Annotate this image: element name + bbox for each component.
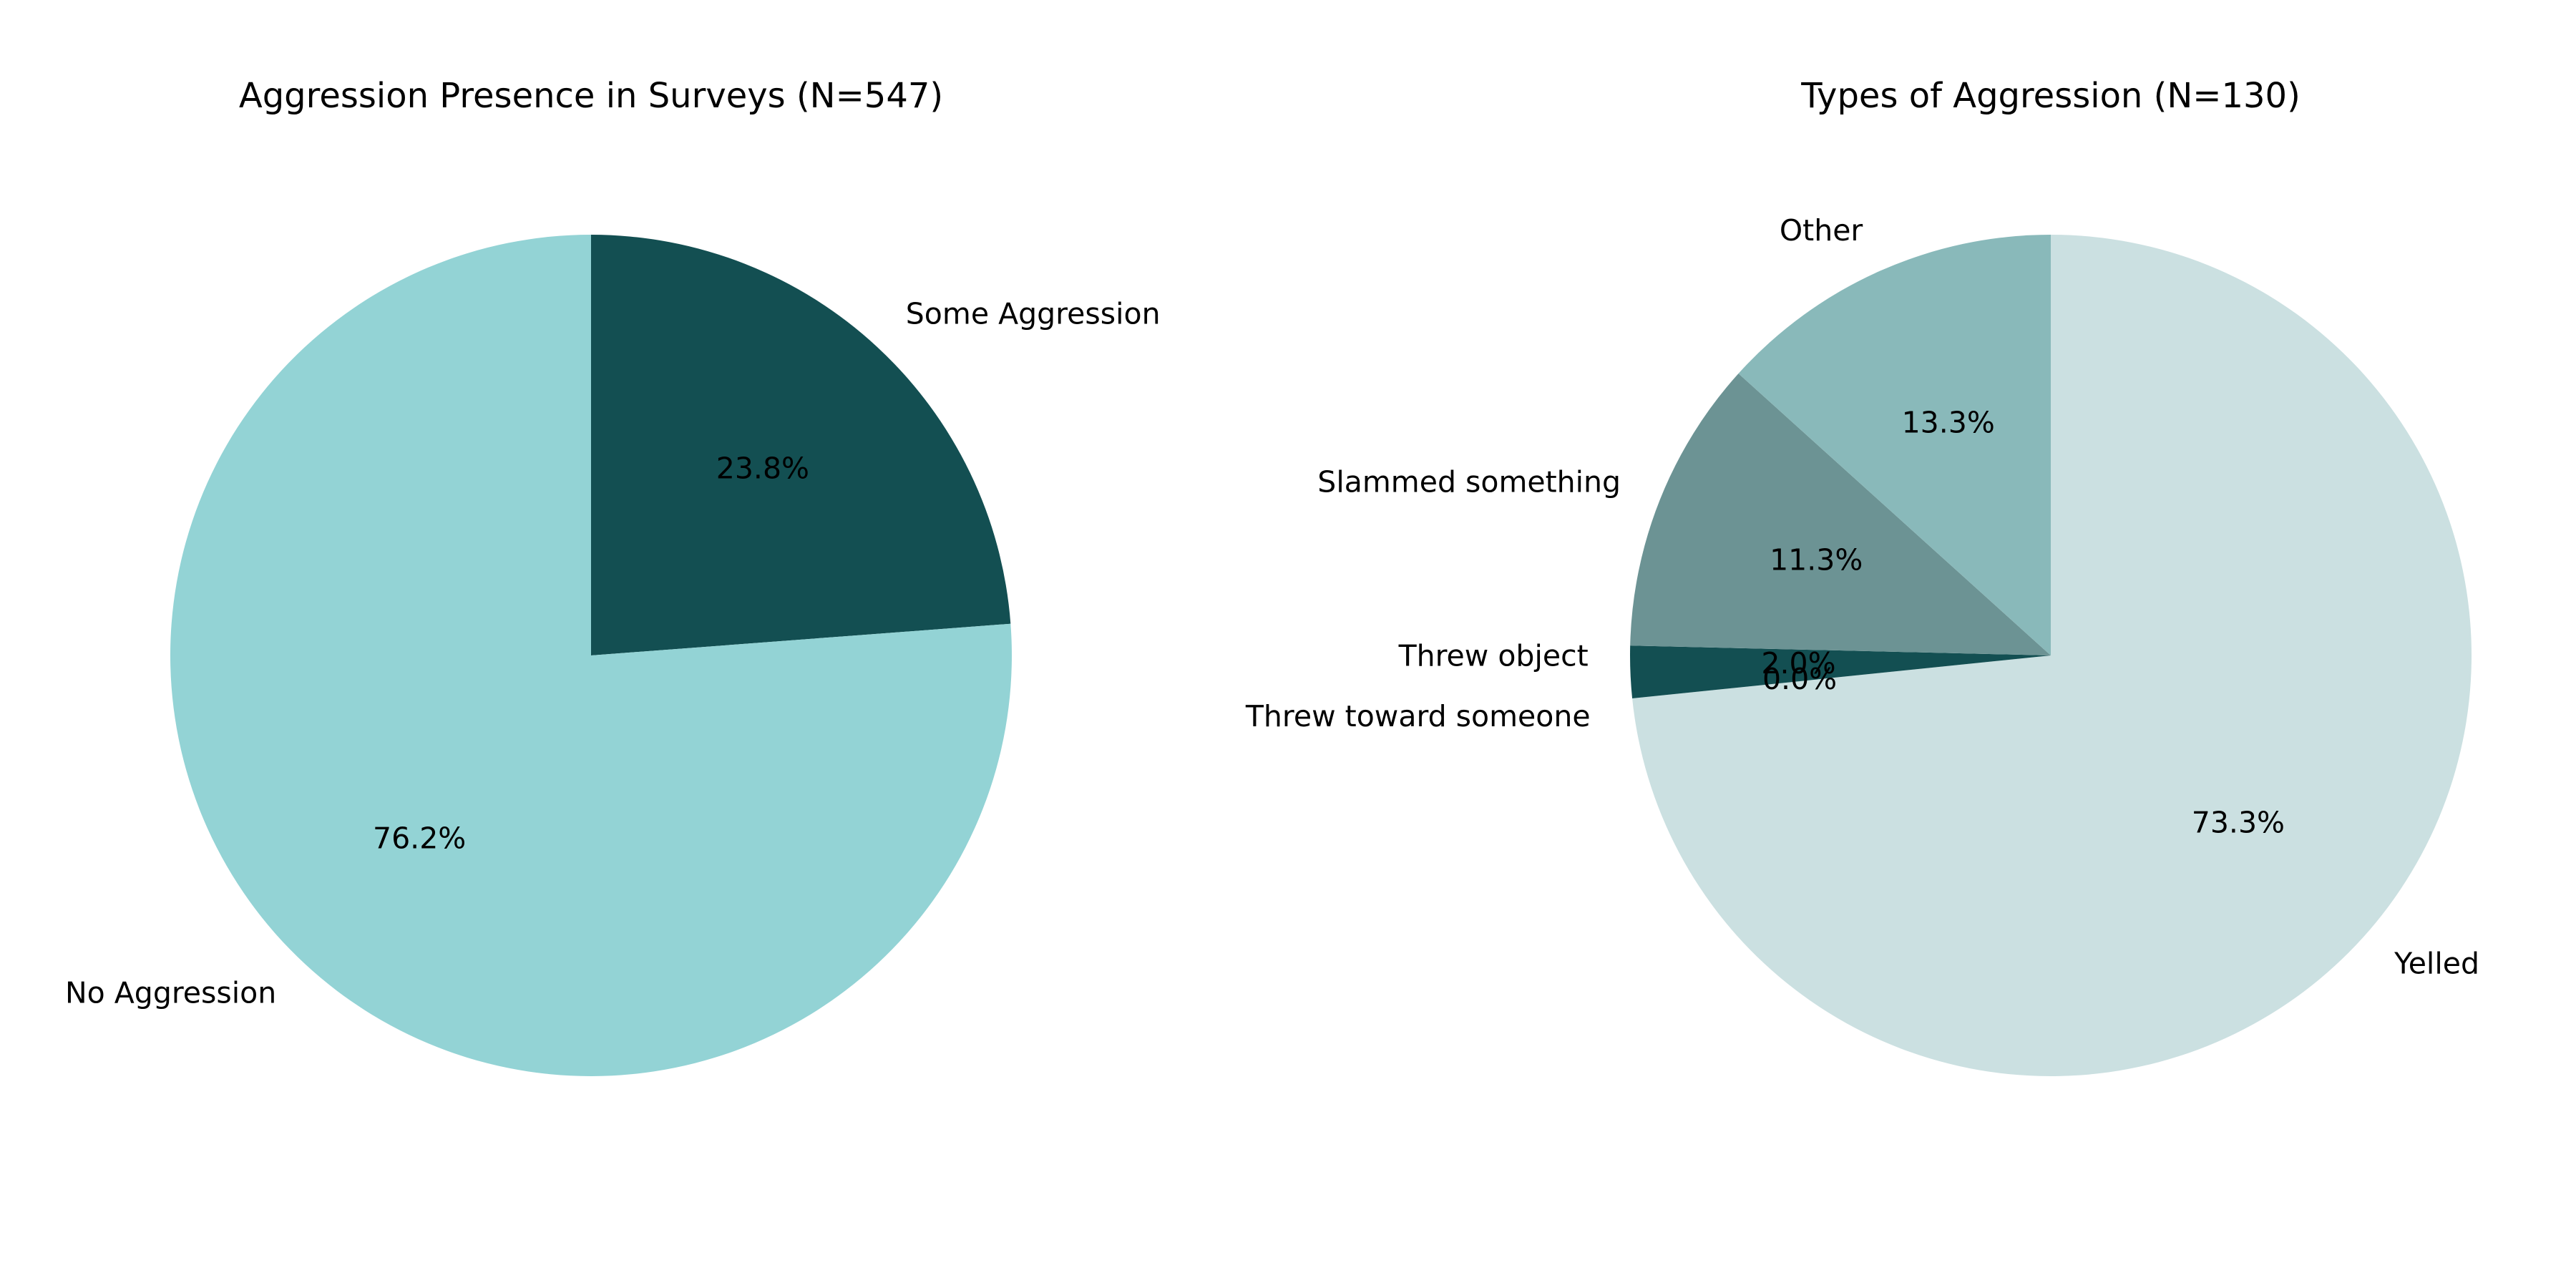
pie-slice-other	[1738, 235, 2051, 655]
pie-label-threw-toward-someone: Threw toward someone	[1245, 699, 1591, 733]
pie-value-some-aggression: 23.8%	[716, 451, 809, 485]
pie-slice-some-aggression	[591, 235, 1011, 655]
pie-label-yelled: Yelled	[2394, 946, 2479, 980]
aggression-presence-pie-chart: Aggression Presence in Surveys (N=547) S…	[65, 76, 1161, 1076]
pie-value-other: 13.3%	[1902, 406, 1995, 440]
aggression-types-pie-chart: Types of Aggression (N=130) Yelled 73.3% T…	[1245, 76, 2479, 1077]
pie-value-threw-toward-someone: 0.0%	[1762, 662, 1837, 696]
pie-slices	[170, 235, 1013, 1076]
pie-value-threw-object: 2.0%	[1761, 646, 1835, 680]
pie-slice-threw-object	[1630, 645, 2051, 698]
pie-label-slammed-something: Slammed something	[1317, 465, 1621, 499]
pie-label-some-aggression: Some Aggression	[906, 297, 1161, 331]
pie-label-no-aggression: No Aggression	[65, 975, 276, 1010]
pie-label-other: Other	[1780, 213, 1863, 248]
pie-label-threw-object: Threw object	[1398, 638, 1589, 673]
pie-slice-no-aggression	[170, 235, 1013, 1076]
pie-slices	[1630, 235, 2472, 1077]
pie-value-yelled: 73.3%	[2192, 805, 2285, 839]
chart-title: Types of Aggression (N=130)	[1800, 76, 2301, 116]
pie-value-slammed-something: 11.3%	[1770, 542, 1863, 577]
pie-slice-slammed-something	[1630, 374, 2051, 655]
pie-labels: Yelled 73.3% Threw toward someone 0.0% Threw…	[1245, 213, 2479, 980]
pie-slice-yelled	[1632, 235, 2472, 1077]
chart-title: Aggression Presence in Surveys (N=547)	[239, 76, 943, 116]
pie-labels: Some Aggression 23.8% No Aggression 76.2%	[65, 297, 1161, 1010]
pie-value-no-aggression: 76.2%	[373, 821, 466, 856]
